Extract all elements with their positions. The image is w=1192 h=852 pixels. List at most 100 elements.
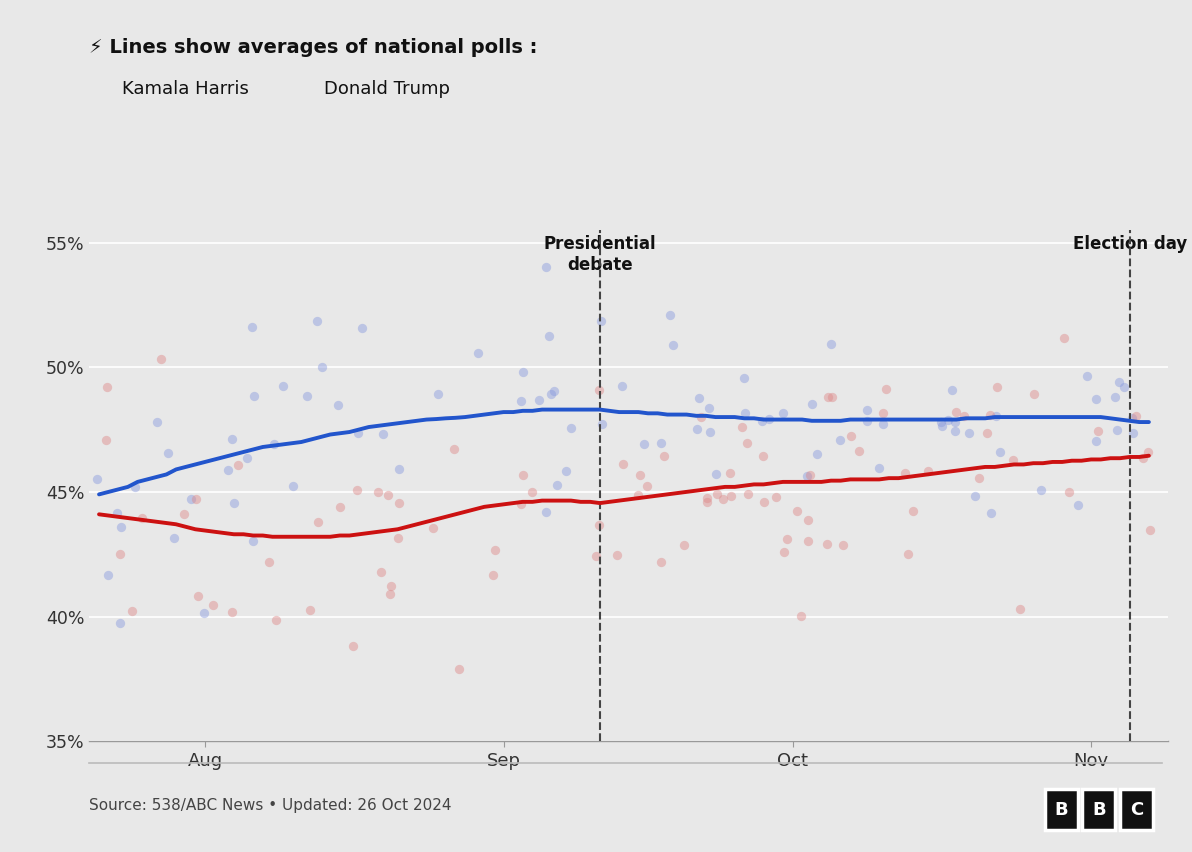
Point (791, 609, 811, 623)
Point (266, 613, 285, 627)
Point (849, 444, 868, 458)
Point (960, 427, 979, 440)
Point (308, 314, 327, 328)
Point (244, 389, 263, 403)
Point (797, 469, 817, 483)
Point (561, 421, 581, 435)
Point (284, 479, 303, 492)
Point (652, 556, 671, 569)
Point (774, 406, 793, 420)
Point (1107, 423, 1126, 437)
Point (777, 532, 796, 546)
Point (182, 492, 201, 506)
Point (946, 406, 966, 419)
Point (353, 321, 372, 335)
Point (1055, 331, 1074, 345)
Point (734, 371, 753, 384)
Point (652, 436, 671, 450)
Point (688, 422, 707, 435)
Point (111, 548, 130, 561)
Point (803, 397, 822, 411)
Point (697, 495, 716, 509)
Point (1141, 523, 1160, 537)
Point (529, 393, 548, 406)
Point (222, 606, 241, 619)
Point (874, 417, 893, 431)
Point (842, 429, 861, 443)
Point (372, 566, 391, 579)
Point (1115, 380, 1134, 394)
Point (753, 414, 772, 428)
Point (800, 469, 819, 482)
Point (132, 511, 151, 525)
Point (123, 604, 142, 618)
Point (691, 410, 710, 423)
Text: Kamala Harris: Kamala Harris (122, 79, 248, 98)
Point (389, 463, 408, 476)
Point (273, 379, 292, 393)
Point (1088, 424, 1107, 438)
Point (536, 505, 555, 519)
Point (592, 417, 611, 431)
Point (194, 606, 213, 619)
Point (759, 412, 778, 426)
Point (660, 308, 679, 322)
Point (987, 380, 1006, 394)
Point (700, 401, 719, 415)
Point (1024, 388, 1043, 401)
Point (99, 567, 118, 581)
Point (242, 320, 261, 333)
Point (821, 337, 840, 351)
Point (966, 489, 985, 503)
Point (833, 538, 852, 551)
Point (943, 383, 962, 397)
Point (675, 538, 694, 552)
Point (1122, 412, 1141, 425)
Point (468, 347, 488, 360)
Point (175, 507, 194, 521)
Text: B: B (1054, 801, 1068, 819)
Point (151, 353, 170, 366)
Point (714, 492, 733, 505)
Point (613, 457, 632, 470)
Point (1110, 375, 1129, 389)
Point (969, 471, 988, 485)
Point (188, 589, 207, 602)
Point (822, 390, 842, 404)
Point (874, 406, 893, 420)
Point (300, 603, 319, 617)
Point (831, 434, 850, 447)
Point (97, 434, 116, 447)
Point (164, 532, 184, 545)
Point (259, 556, 278, 569)
Point (1087, 434, 1106, 447)
Point (608, 548, 627, 561)
Point (613, 379, 632, 393)
Point (591, 314, 610, 328)
Point (111, 520, 130, 533)
Point (904, 504, 923, 517)
Text: Presidential
debate: Presidential debate (544, 235, 657, 273)
Point (753, 449, 772, 463)
Point (445, 442, 464, 456)
Text: Donald Trump: Donald Trump (324, 79, 451, 98)
Point (899, 547, 918, 561)
Point (148, 415, 167, 429)
Point (312, 360, 331, 374)
Point (707, 467, 726, 481)
Bar (1120, 789, 1153, 831)
Point (536, 260, 555, 273)
Point (1069, 498, 1088, 512)
Point (373, 428, 392, 441)
Point (987, 410, 1006, 423)
Point (329, 398, 348, 412)
Point (348, 426, 367, 440)
Point (343, 639, 362, 653)
Point (721, 489, 740, 503)
Point (755, 495, 774, 509)
Point (700, 425, 719, 439)
Point (265, 437, 284, 451)
Point (628, 488, 647, 502)
Point (244, 533, 263, 547)
Point (514, 365, 533, 378)
